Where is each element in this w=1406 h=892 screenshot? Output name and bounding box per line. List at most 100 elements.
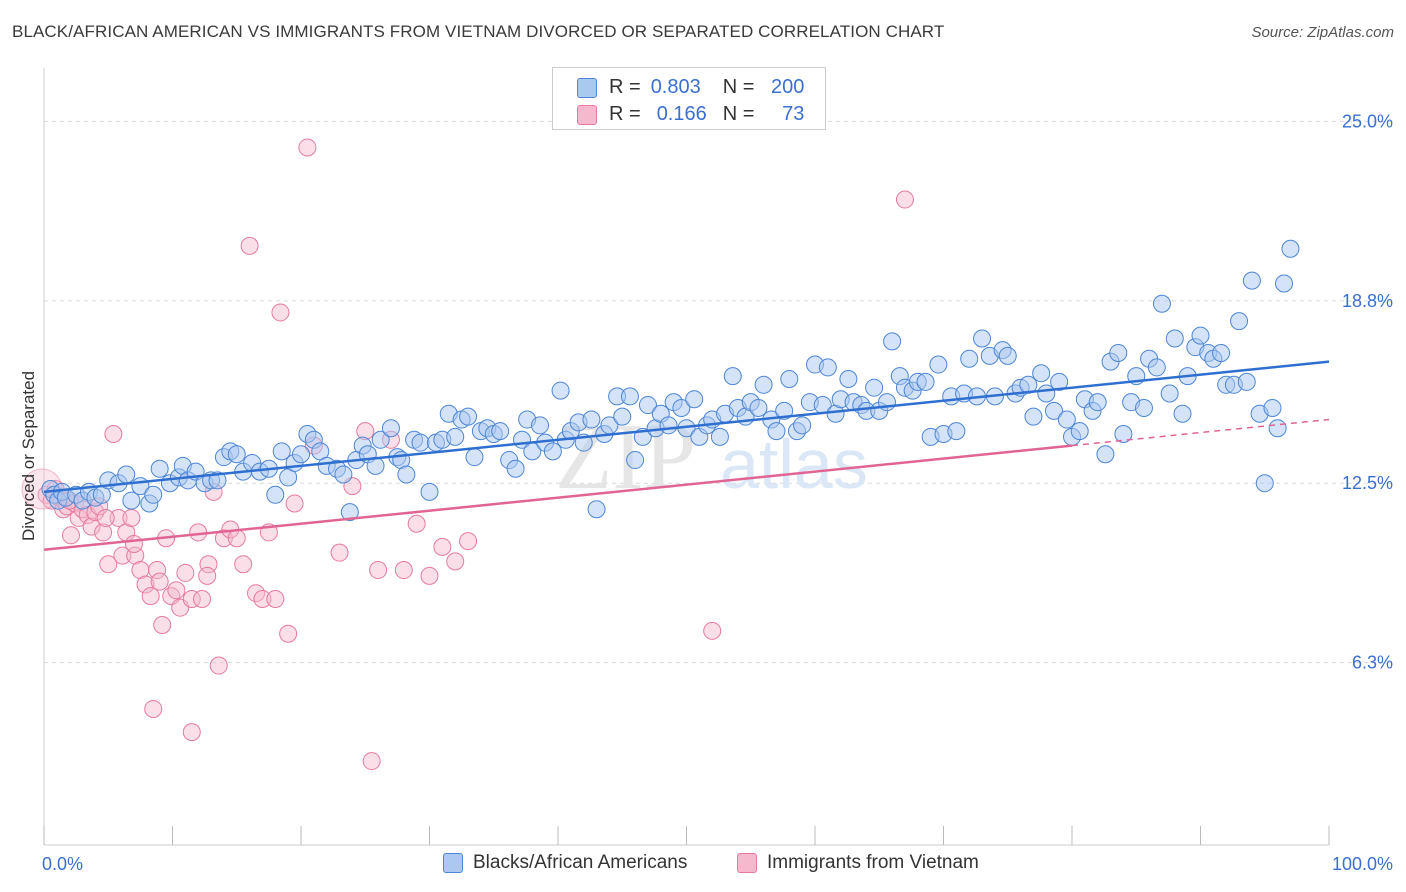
pink-point-42 <box>240 236 259 255</box>
pink-point-49 <box>285 494 304 513</box>
blue-point-121 <box>839 370 858 389</box>
blue-point-86 <box>613 407 632 426</box>
blue-point-146 <box>998 346 1017 365</box>
pink-point-66 <box>703 621 722 640</box>
x-label-right: 100.0% <box>1332 854 1393 874</box>
pink-point-72 <box>198 566 217 585</box>
y-tick-label-2: 18.8% <box>1342 291 1393 311</box>
blue-point-140 <box>960 349 979 368</box>
blue-point-157 <box>1070 422 1089 441</box>
pink-point-60 <box>433 537 452 556</box>
blue-point-187 <box>1263 398 1282 417</box>
y-tick-labels: 6.3% 12.5% 18.8% 25.0% <box>1342 111 1393 672</box>
pink-point-26 <box>153 616 172 635</box>
pink-point-47 <box>271 303 290 322</box>
blue-point-114 <box>793 416 812 435</box>
pink-point-46 <box>266 589 285 608</box>
blue-point-183 <box>1237 372 1256 391</box>
pink-point-29 <box>167 581 186 600</box>
blue-point-153 <box>1045 401 1064 420</box>
legend-label-blacks: Blacks/African Americans <box>473 852 688 873</box>
blue-point-97 <box>685 390 704 409</box>
pink-point-65 <box>362 752 381 771</box>
blue-point-107 <box>749 398 768 417</box>
y-tick-label-3: 25.0% <box>1342 111 1393 131</box>
pink-point-62 <box>459 532 478 551</box>
chart-title: BLACK/AFRICAN AMERICAN VS IMMIGRANTS FRO… <box>12 22 945 41</box>
blue-point-56 <box>420 482 439 501</box>
blue-point-93 <box>659 416 678 435</box>
pink-point-59 <box>420 566 439 585</box>
pink-point-35 <box>199 555 218 574</box>
blue-point-43 <box>334 465 353 484</box>
legend-r-value-blue: 0.803 <box>650 76 701 98</box>
blue-point-28 <box>227 445 246 464</box>
legend-r-label-pink: R = <box>609 103 641 125</box>
blue-point-81 <box>582 410 601 429</box>
blue-point-82 <box>587 500 606 519</box>
correlation-legend: R = 0.803 N = 200 R = 0.166 N = 73 <box>552 67 826 130</box>
pink-point-55 <box>369 561 388 580</box>
axes <box>43 68 1330 846</box>
pink-point-16 <box>104 425 123 444</box>
series-legend: Blacks/African Americans Immigrants from… <box>0 852 1406 878</box>
blue-point-75 <box>543 442 562 461</box>
grid-lines <box>44 120 1393 664</box>
blue-point-111 <box>775 401 794 420</box>
blue-point-151 <box>1032 364 1051 383</box>
pink-point-21 <box>126 546 145 565</box>
blue-point-110 <box>767 422 786 441</box>
pink-point-6 <box>61 526 80 545</box>
pink-point-23 <box>136 575 155 594</box>
x-label-left: 0.0% <box>42 854 83 874</box>
pink-point-64 <box>182 723 201 742</box>
blue-point-169 <box>1147 358 1166 377</box>
pink-point-25 <box>148 561 167 580</box>
legend-row-pink: R = 0.166 N = 73 <box>577 103 804 126</box>
blue-point-150 <box>1024 407 1043 426</box>
blue-point-188 <box>1268 419 1287 438</box>
pink-point-58 <box>407 514 426 533</box>
blue-point-62 <box>459 407 478 426</box>
legend-item-blacks: Blacks/African Americans <box>443 852 687 874</box>
pink-point-67 <box>895 190 914 209</box>
legend-label-vietnam: Immigrants from Vietnam <box>767 852 979 873</box>
blue-point-155 <box>1057 410 1076 429</box>
legend-n-value-blue: 200 <box>771 76 805 98</box>
pink-point-48 <box>279 624 298 643</box>
blue-point-161 <box>1096 445 1115 464</box>
pink-point-52 <box>330 543 349 562</box>
legend-n-label-pink: N = <box>722 103 755 125</box>
pink-point-11 <box>82 517 101 536</box>
blue-point-88 <box>626 451 645 470</box>
blue-point-167 <box>1134 398 1153 417</box>
blue-point-67 <box>491 422 510 441</box>
blue-point-170 <box>1152 294 1171 313</box>
blue-point-176 <box>1191 326 1210 345</box>
pink-point-71 <box>150 572 169 591</box>
pink-point-24 <box>141 587 160 606</box>
blue-point-164 <box>1114 425 1133 444</box>
blue-point-154 <box>1050 372 1069 391</box>
blue-point-63 <box>465 448 484 467</box>
blue-point-90 <box>638 396 657 415</box>
blue-point-173 <box>1173 404 1192 423</box>
blue-point-101 <box>710 427 729 446</box>
blue-series-points <box>41 239 1300 522</box>
legend-r-label-blue: R = <box>609 76 641 98</box>
blue-point-50 <box>381 419 400 438</box>
blue-point-53 <box>397 465 416 484</box>
y-tick-label-1: 12.5% <box>1342 473 1393 493</box>
blue-point-182 <box>1230 312 1249 331</box>
pink-point-17 <box>109 508 128 527</box>
blue-point-112 <box>780 370 799 389</box>
pink-series-points <box>21 138 914 771</box>
blue-point-172 <box>1165 329 1184 348</box>
blue-point-25 <box>208 471 227 490</box>
blue-point-160 <box>1088 393 1107 412</box>
blue-point-125 <box>865 378 884 397</box>
blue-point-95 <box>672 398 691 417</box>
pink-point-41 <box>234 555 253 574</box>
blue-point-49 <box>371 430 390 449</box>
blue-point-190 <box>1281 239 1300 258</box>
